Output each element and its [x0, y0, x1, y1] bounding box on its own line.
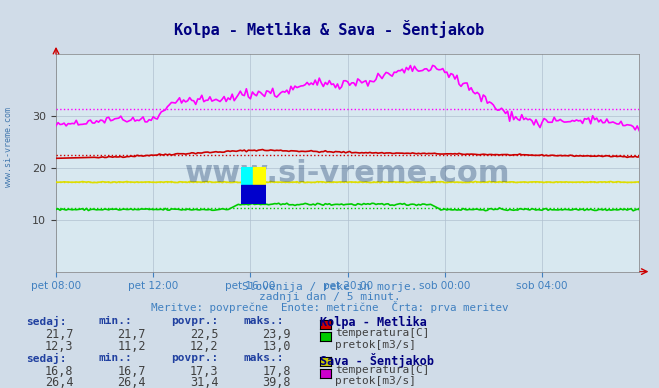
Text: Kolpa - Metlika & Sava - Šentjakob: Kolpa - Metlika & Sava - Šentjakob: [175, 20, 484, 38]
Text: www.si-vreme.com: www.si-vreme.com: [185, 159, 510, 188]
Text: pretok[m3/s]: pretok[m3/s]: [335, 340, 416, 350]
Text: 13,0: 13,0: [262, 340, 291, 353]
Bar: [241, 167, 253, 185]
Text: 16,8: 16,8: [45, 365, 74, 378]
Text: pretok[m3/s]: pretok[m3/s]: [335, 376, 416, 386]
Text: 21,7: 21,7: [117, 328, 146, 341]
Text: min.:: min.:: [99, 353, 132, 363]
Text: 26,4: 26,4: [117, 376, 146, 388]
Text: 12,2: 12,2: [190, 340, 219, 353]
Text: www.si-vreme.com: www.si-vreme.com: [4, 107, 13, 187]
Text: povpr.:: povpr.:: [171, 316, 219, 326]
Text: maks.:: maks.:: [244, 316, 284, 326]
Text: sedaj:: sedaj:: [26, 353, 67, 364]
Text: 16,7: 16,7: [117, 365, 146, 378]
Text: 11,2: 11,2: [117, 340, 146, 353]
Text: Slovenija / reke in morje.: Slovenija / reke in morje.: [242, 282, 417, 293]
Text: min.:: min.:: [99, 316, 132, 326]
Text: temperatura[C]: temperatura[C]: [335, 365, 430, 375]
Text: 21,7: 21,7: [45, 328, 74, 341]
Text: 17,8: 17,8: [262, 365, 291, 378]
Text: sedaj:: sedaj:: [26, 316, 67, 327]
Text: 31,4: 31,4: [190, 376, 219, 388]
Text: povpr.:: povpr.:: [171, 353, 219, 363]
Bar: [241, 185, 266, 204]
Text: zadnji dan / 5 minut.: zadnji dan / 5 minut.: [258, 292, 401, 302]
Text: 17,3: 17,3: [190, 365, 219, 378]
Text: 23,9: 23,9: [262, 328, 291, 341]
Text: 22,5: 22,5: [190, 328, 219, 341]
Bar: [253, 167, 266, 185]
Text: 39,8: 39,8: [262, 376, 291, 388]
Text: Kolpa - Metlika: Kolpa - Metlika: [320, 316, 426, 329]
Text: maks.:: maks.:: [244, 353, 284, 363]
Text: 26,4: 26,4: [45, 376, 74, 388]
Text: Meritve: povprečne  Enote: metrične  Črta: prva meritev: Meritve: povprečne Enote: metrične Črta:…: [151, 301, 508, 313]
Text: Sava - Šentjakob: Sava - Šentjakob: [320, 353, 434, 368]
Text: temperatura[C]: temperatura[C]: [335, 328, 430, 338]
Text: 12,3: 12,3: [45, 340, 74, 353]
